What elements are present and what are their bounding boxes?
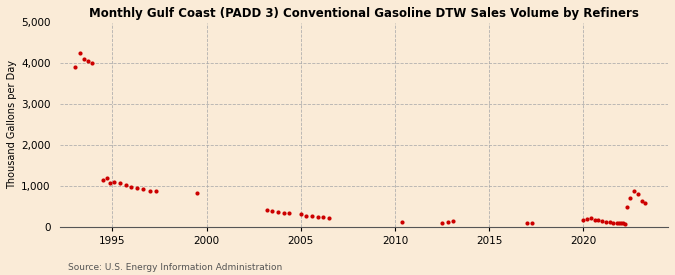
Point [589, 218, 600, 222]
Point [109, 180, 119, 184]
Point [448, 219, 459, 224]
Point [70, 65, 80, 70]
Point [527, 221, 538, 226]
Point [632, 192, 643, 197]
Point [593, 218, 603, 223]
Point [620, 221, 630, 226]
Point [120, 183, 131, 188]
Point [79, 57, 90, 62]
Point [621, 205, 632, 210]
Point [82, 59, 93, 64]
Point [75, 51, 86, 55]
Point [144, 189, 155, 194]
Point [628, 189, 639, 194]
Point [614, 221, 624, 225]
Point [278, 210, 289, 215]
Point [137, 187, 148, 192]
Point [521, 221, 532, 225]
Point [98, 178, 109, 182]
Point [582, 217, 593, 221]
Point [437, 220, 448, 225]
Point [313, 214, 323, 219]
Point [616, 221, 626, 225]
Point [132, 186, 142, 190]
Point [318, 215, 329, 219]
Point [618, 221, 628, 226]
Point [608, 220, 619, 225]
Point [585, 216, 596, 221]
Point [273, 210, 284, 214]
Point [105, 181, 116, 185]
Point [323, 215, 334, 220]
Title: Monthly Gulf Coast (PADD 3) Conventional Gasoline DTW Sales Volume by Refiners: Monthly Gulf Coast (PADD 3) Conventional… [89, 7, 639, 20]
Point [442, 219, 453, 224]
Point [126, 185, 136, 189]
Point [301, 213, 312, 218]
Point [192, 191, 202, 195]
Point [637, 199, 647, 203]
Point [86, 61, 97, 66]
Point [612, 221, 622, 225]
Y-axis label: Thousand Gallons per Day: Thousand Gallons per Day [7, 60, 17, 189]
Point [296, 212, 306, 216]
Point [267, 208, 278, 213]
Point [597, 219, 608, 223]
Point [261, 208, 272, 212]
Point [284, 211, 295, 215]
Point [101, 176, 112, 180]
Point [640, 201, 651, 205]
Point [604, 220, 615, 224]
Point [578, 218, 589, 222]
Text: Source: U.S. Energy Information Administration: Source: U.S. Energy Information Administ… [68, 263, 281, 272]
Point [306, 214, 317, 218]
Point [625, 196, 636, 200]
Point [151, 189, 161, 194]
Point [601, 219, 612, 224]
Point [397, 220, 408, 224]
Point [115, 181, 126, 185]
